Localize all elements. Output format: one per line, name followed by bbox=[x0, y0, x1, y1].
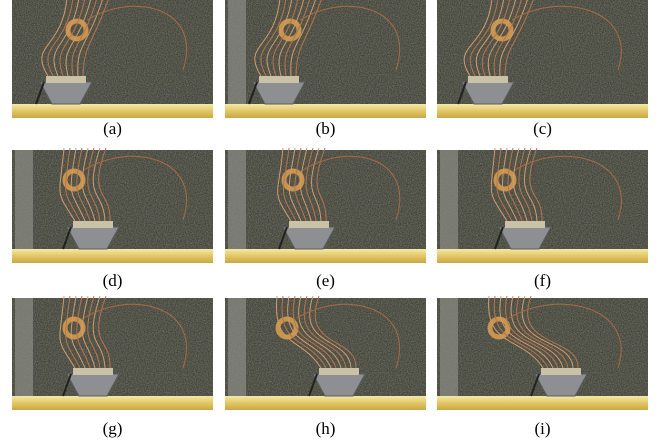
figure: (a) (b) (c) (d) (e) (f) (g) (h) (i) bbox=[0, 0, 662, 444]
light-pole bbox=[15, 150, 33, 249]
light-pole bbox=[228, 150, 246, 249]
photo-panel bbox=[225, 148, 426, 263]
robot-board bbox=[505, 221, 545, 228]
panel-caption: (h) bbox=[316, 419, 336, 438]
floor-strip bbox=[437, 396, 648, 410]
robot-board bbox=[259, 76, 299, 83]
photo-texture bbox=[225, 150, 426, 263]
photo-panel bbox=[437, 148, 648, 263]
robot-board bbox=[319, 368, 359, 375]
floor-strip bbox=[12, 396, 213, 410]
floor-strip bbox=[12, 249, 213, 263]
floor-strip bbox=[437, 249, 648, 263]
robot-board bbox=[289, 221, 329, 228]
floor-strip bbox=[12, 104, 213, 118]
floor-strip bbox=[225, 396, 426, 410]
photo-texture bbox=[437, 0, 648, 118]
panel-caption: (c) bbox=[533, 119, 552, 138]
photo-texture bbox=[12, 298, 213, 410]
light-pole bbox=[440, 150, 458, 249]
panel-caption: (b) bbox=[316, 119, 336, 138]
floor-strip bbox=[225, 104, 426, 118]
robot-board bbox=[73, 221, 113, 228]
panel-caption: (g) bbox=[103, 419, 123, 438]
floor-strip bbox=[437, 104, 648, 118]
photo-panel bbox=[225, 0, 426, 118]
panel-caption: (e) bbox=[316, 271, 335, 290]
photo-panel bbox=[225, 296, 426, 410]
robot-board bbox=[541, 368, 581, 375]
panel-caption: (i) bbox=[534, 419, 550, 438]
panel-caption: (f) bbox=[534, 271, 551, 290]
panel-caption: (d) bbox=[103, 271, 123, 290]
photo-panel bbox=[12, 148, 213, 263]
photo-panel bbox=[12, 296, 213, 410]
light-pole bbox=[228, 298, 246, 396]
robot-board bbox=[73, 368, 113, 375]
robot-board bbox=[468, 76, 508, 83]
photo-panel bbox=[437, 0, 648, 118]
panel-caption: (a) bbox=[103, 119, 122, 138]
photo-panel bbox=[437, 296, 648, 410]
photo-texture bbox=[437, 150, 648, 263]
light-pole bbox=[228, 0, 246, 104]
light-pole bbox=[15, 298, 33, 396]
photo-panel bbox=[12, 0, 213, 118]
floor-strip bbox=[225, 249, 426, 263]
panel-grid: (a) (b) (c) (d) (e) (f) (g) (h) (i) bbox=[12, 0, 648, 438]
light-pole bbox=[440, 298, 458, 396]
robot-board bbox=[46, 76, 86, 83]
photo-texture bbox=[12, 150, 213, 263]
